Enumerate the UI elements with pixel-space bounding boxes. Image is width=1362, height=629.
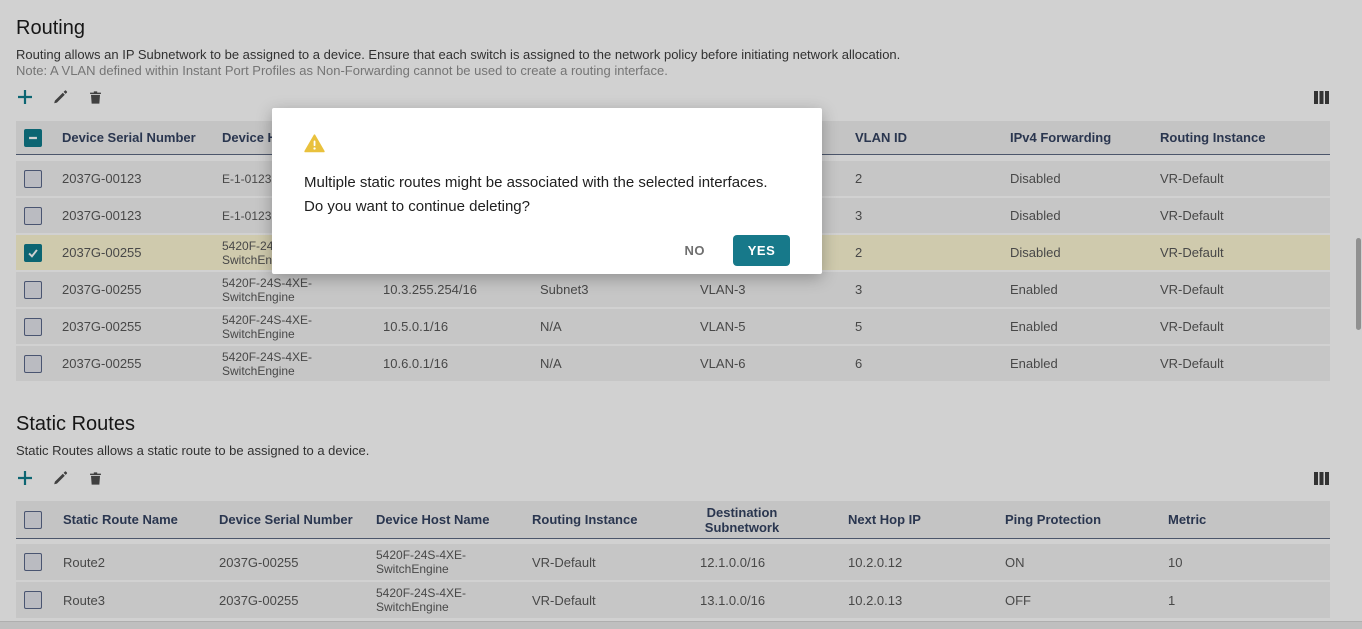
cell-instance: VR-Default <box>1160 208 1224 223</box>
row-checkbox[interactable] <box>24 591 42 609</box>
cell-ipv4: Disabled <box>1010 208 1061 223</box>
cell-ping-protection: ON <box>1005 554 1025 570</box>
cell-next-hop: 10.2.0.12 <box>848 554 903 570</box>
cell-vlan-id: 2 <box>855 245 863 260</box>
routing-table-row[interactable]: 2037G-00255 5420F-24S-4XE-SwitchEngine 1… <box>16 346 1330 381</box>
cell-vlan-id: 3 <box>855 282 863 297</box>
cell-serial: 2037G-00123 <box>62 208 142 223</box>
row-checkbox[interactable] <box>24 169 42 188</box>
cell-instance: VR-Default <box>532 592 596 608</box>
row-checkbox[interactable] <box>24 354 42 373</box>
warning-triangle-icon <box>304 134 325 153</box>
col-device-host-name[interactable]: Device Host Name <box>376 512 490 527</box>
cell-vlan-name: VLAN-5 <box>700 319 746 334</box>
cell-metric: 1 <box>1168 592 1176 608</box>
cell-vlan-name: VLAN-3 <box>700 282 746 297</box>
dialog-buttons: NO YES <box>304 235 790 266</box>
col-vlan-id[interactable]: VLAN ID <box>855 130 907 145</box>
col-next-hop-ip[interactable]: Next Hop IP <box>848 512 921 527</box>
cell-serial: 2037G-00123 <box>62 171 142 186</box>
cell-ipv4: Disabled <box>1010 171 1061 186</box>
cell-serial: 2037G-00255 <box>62 319 142 334</box>
static-route-row[interactable]: Route2 2037G-00255 5420F-24S-4XE-SwitchE… <box>16 544 1330 580</box>
cell-route-name: Route3 <box>63 592 105 608</box>
col-routing-instance[interactable]: Routing Instance <box>532 512 638 527</box>
cell-destination: 13.1.0.0/16 <box>700 592 766 608</box>
routing-note: Note: A VLAN defined within Instant Port… <box>16 63 668 78</box>
col-device-serial-number[interactable]: Device Serial Number <box>62 130 196 145</box>
cell-instance: VR-Default <box>1160 282 1224 297</box>
select-all-checkbox[interactable] <box>24 510 42 529</box>
routing-table-row[interactable]: 2037G-00255 5420F-24S-4XE-SwitchEngine 1… <box>16 272 1330 307</box>
cell-vlan-id: 2 <box>855 171 863 186</box>
cell-instance: VR-Default <box>1160 171 1224 186</box>
vertical-scrollbar-thumb[interactable] <box>1356 238 1361 330</box>
cell-destination: 12.1.0.0/16 <box>700 554 766 570</box>
cell-ipv4: Enabled <box>1010 319 1058 334</box>
cell-subnet: Subnet3 <box>540 282 589 297</box>
static-routes-description: Static Routes allows a static route to b… <box>16 443 370 458</box>
cell-host: E-1-0123 <box>222 208 272 223</box>
cell-ip: 10.6.0.1/16 <box>383 356 449 371</box>
yes-button[interactable]: YES <box>733 235 790 266</box>
no-button[interactable]: NO <box>671 235 720 266</box>
cell-next-hop: 10.2.0.13 <box>848 592 903 608</box>
cell-host: 5420F-24S-4XE-SwitchEngine <box>222 349 313 378</box>
static-route-row[interactable]: Route3 2037G-00255 5420F-24S-4XE-SwitchE… <box>16 582 1330 618</box>
static-routes-title: Static Routes <box>16 413 135 435</box>
static-routes-table-header: Static Route Name Device Serial Number D… <box>16 501 1330 539</box>
cell-host: 5420F-24S-4XE-SwitchEngine <box>376 548 467 576</box>
cell-instance: VR-Default <box>1160 356 1224 371</box>
row-checkbox[interactable] <box>24 553 42 571</box>
cell-route-name: Route2 <box>63 554 105 570</box>
cell-serial: 2037G-00255 <box>62 356 142 371</box>
dialog-message: Multiple static routes might be associat… <box>304 174 768 215</box>
cell-host: 5420F-24S-4XE-SwitchEngine <box>376 586 467 614</box>
row-checkbox[interactable] <box>24 243 42 262</box>
static-routes-table: Static Route Name Device Serial Number D… <box>16 501 1330 618</box>
col-ipv4-forwarding[interactable]: IPv4 Forwarding <box>1010 130 1112 145</box>
routing-title: Routing <box>16 17 85 39</box>
select-all-checkbox[interactable] <box>24 128 42 147</box>
cell-ipv4: Enabled <box>1010 282 1058 297</box>
cell-vlan-id: 6 <box>855 356 863 371</box>
delete-confirmation-dialog: Multiple static routes might be associat… <box>272 108 822 274</box>
cell-instance: VR-Default <box>1160 245 1224 260</box>
row-checkbox[interactable] <box>24 280 42 299</box>
routing-table-row[interactable]: 2037G-00255 5420F-24S-4XE-SwitchEngine 1… <box>16 309 1330 344</box>
cell-serial: 2037G-00255 <box>219 592 299 608</box>
cell-vlan-id: 5 <box>855 319 863 334</box>
cell-vlan-name: VLAN-6 <box>700 356 746 371</box>
cell-vlan-id: 3 <box>855 208 863 223</box>
col-routing-instance[interactable]: Routing Instance <box>1160 130 1266 145</box>
cell-ipv4: Disabled <box>1010 245 1061 260</box>
cell-ip: 10.5.0.1/16 <box>383 319 449 334</box>
cell-instance: VR-Default <box>532 554 596 570</box>
col-device-serial-number[interactable]: Device Serial Number <box>219 512 353 527</box>
cell-host: 5420F-24S-4XE-SwitchEngine <box>222 275 313 304</box>
cell-subnet: N/A <box>540 319 562 334</box>
col-static-route-name[interactable]: Static Route Name <box>63 512 178 527</box>
col-metric[interactable]: Metric <box>1168 512 1207 527</box>
row-checkbox[interactable] <box>24 317 42 336</box>
cell-host: 5420F-24S-4XE-SwitchEngine <box>222 312 313 341</box>
cell-subnet: N/A <box>540 356 562 371</box>
cell-serial: 2037G-00255 <box>219 554 299 570</box>
col-ping-protection[interactable]: Ping Protection <box>1005 512 1102 527</box>
cell-serial: 2037G-00255 <box>62 282 142 297</box>
row-checkbox[interactable] <box>24 206 42 225</box>
cell-serial: 2037G-00255 <box>62 245 142 260</box>
cell-ipv4: Enabled <box>1010 356 1058 371</box>
static-routes-section: Static Routes Static Routes allows a sta… <box>16 412 1330 618</box>
cell-host: E-1-0123 <box>222 171 272 186</box>
cell-metric: 10 <box>1168 554 1183 570</box>
cell-ip: 10.3.255.254/16 <box>383 282 477 297</box>
bottom-edge-bar <box>0 621 1362 629</box>
routing-description: Routing allows an IP Subnetwork to be as… <box>16 47 901 62</box>
cell-ping-protection: OFF <box>1005 592 1031 608</box>
col-destination-subnetwork[interactable]: Destination Subnetwork <box>704 504 780 535</box>
cell-instance: VR-Default <box>1160 319 1224 334</box>
